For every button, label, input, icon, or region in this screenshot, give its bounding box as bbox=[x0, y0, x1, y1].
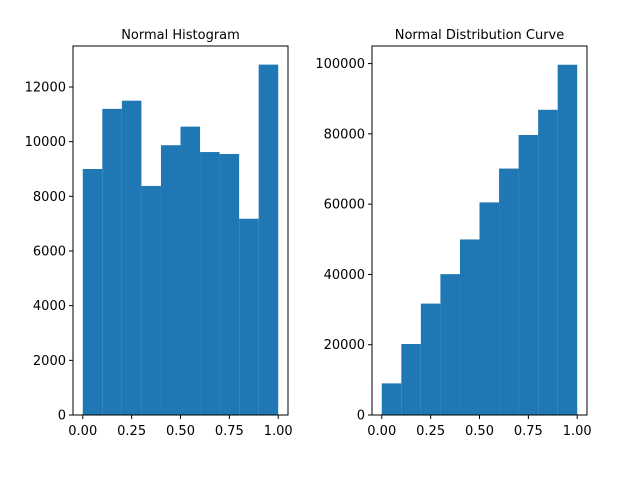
cumulative-bar bbox=[557, 64, 578, 415]
cumulative-panel: Normal Distribution Curve 0.00 0.25 0.50 0.… bbox=[315, 28, 591, 439]
histogram-bars bbox=[82, 64, 279, 416]
cumulative-title: Normal Distribution Curve bbox=[395, 28, 565, 43]
histogram-panel: Normal Histogram 0.00 0.25 0.50 0.75 1.00 0 20… bbox=[25, 28, 293, 439]
cumulative-bar bbox=[459, 239, 480, 415]
cumulative-x-tick-label: 0.50 bbox=[465, 424, 494, 439]
cumulative-bar bbox=[518, 135, 539, 415]
histogram-x-tick-label: 0.50 bbox=[166, 424, 195, 439]
cumulative-y-axis: 0 20000 40000 60000 80000 100000 bbox=[315, 57, 372, 424]
cumulative-y-tick-label: 100000 bbox=[315, 57, 365, 72]
histogram-bar bbox=[219, 153, 240, 415]
histogram-x-tick-label: 0.75 bbox=[215, 424, 244, 439]
histogram-bar bbox=[102, 108, 122, 416]
cumulative-bar bbox=[420, 303, 441, 415]
histogram-y-tick-label: 6000 bbox=[33, 245, 66, 260]
histogram-bar bbox=[200, 152, 220, 416]
histogram-x-tick-label: 1.00 bbox=[264, 424, 293, 439]
histogram-y-tick-label: 2000 bbox=[33, 354, 66, 369]
cumulative-y-tick-label: 0 bbox=[357, 409, 365, 424]
cumulative-bar bbox=[538, 109, 558, 415]
histogram-y-tick-label: 12000 bbox=[25, 81, 66, 96]
histogram-y-tick-label: 4000 bbox=[33, 299, 66, 314]
cumulative-bar bbox=[381, 383, 402, 415]
cumulative-bars bbox=[381, 64, 578, 415]
cumulative-bar bbox=[440, 274, 460, 415]
cumulative-x-axis: 0.00 0.25 0.50 0.75 1.00 bbox=[367, 415, 592, 439]
histogram-y-tick-label: 10000 bbox=[25, 135, 66, 150]
cumulative-x-tick-label: 1.00 bbox=[563, 424, 592, 439]
cumulative-y-tick-label: 20000 bbox=[324, 338, 365, 353]
histogram-x-tick-label: 0.25 bbox=[117, 424, 146, 439]
cumulative-bar bbox=[499, 168, 519, 415]
histogram-y-axis: 0 2000 4000 6000 8000 10000 12000 bbox=[25, 81, 73, 424]
cumulative-y-tick-label: 60000 bbox=[324, 198, 365, 213]
histogram-bar bbox=[258, 64, 279, 415]
histogram-bar bbox=[82, 169, 103, 415]
cumulative-bar bbox=[479, 202, 500, 415]
histogram-bar bbox=[141, 185, 161, 415]
histogram-title: Normal Histogram bbox=[121, 28, 240, 43]
histogram-y-tick-label: 8000 bbox=[33, 190, 66, 205]
histogram-bar bbox=[180, 126, 201, 415]
histogram-y-tick-label: 0 bbox=[58, 409, 66, 424]
cumulative-x-tick-label: 0.00 bbox=[367, 424, 396, 439]
histogram-x-axis: 0.00 0.25 0.50 0.75 1.00 bbox=[68, 415, 293, 439]
histogram-x-tick-label: 0.00 bbox=[68, 424, 97, 439]
cumulative-y-tick-label: 40000 bbox=[324, 268, 365, 283]
cumulative-bar bbox=[401, 344, 421, 415]
histogram-bar bbox=[239, 218, 259, 415]
cumulative-y-tick-label: 80000 bbox=[324, 127, 365, 142]
histogram-bar bbox=[160, 145, 181, 415]
cumulative-x-tick-label: 0.25 bbox=[416, 424, 445, 439]
cumulative-x-tick-label: 0.75 bbox=[514, 424, 543, 439]
histogram-bar bbox=[121, 100, 142, 416]
